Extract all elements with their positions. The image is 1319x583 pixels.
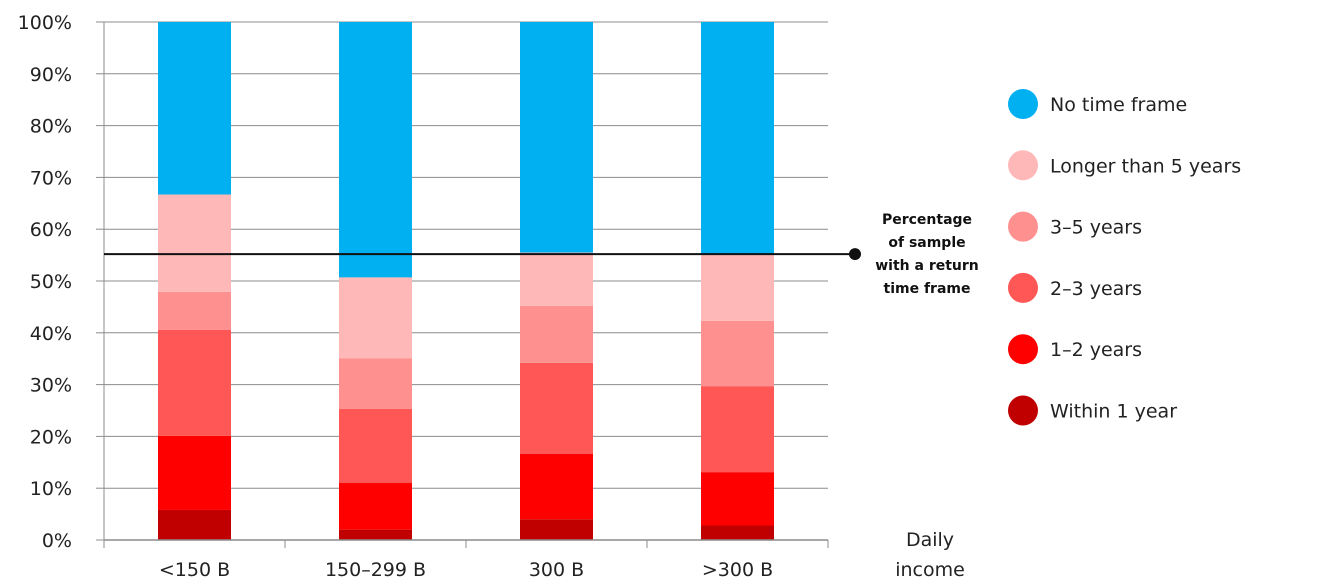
y-tick-label: 30% <box>30 375 72 397</box>
y-tick-label: 80% <box>30 116 72 138</box>
bar-segment <box>520 454 593 520</box>
bar-segment <box>158 435 231 510</box>
reference-line-label: Percentage <box>882 212 972 228</box>
legend-swatch <box>1008 334 1038 365</box>
legend-swatch <box>1008 395 1038 426</box>
legend-label: Within 1 year <box>1050 401 1177 423</box>
bar-segment <box>158 509 231 540</box>
bar-segment <box>520 519 593 540</box>
bar-segment <box>158 194 231 292</box>
bar-segment <box>158 22 231 195</box>
legend-swatch <box>1008 89 1038 119</box>
y-tick-label: 20% <box>30 426 72 448</box>
x-tick-label: <150 B <box>159 559 230 581</box>
x-tick-label: 300 B <box>529 559 584 581</box>
legend-label: 3–5 years <box>1050 217 1142 239</box>
x-axis-ticks: <150 B 150–299 B 300 B >300 B Daily income <box>159 529 965 581</box>
y-tick-label: 70% <box>30 167 72 189</box>
bar-segment <box>339 277 412 359</box>
x-axis-title: income <box>895 559 965 581</box>
x-axis-title: Daily <box>906 529 954 551</box>
y-tick-label: 0% <box>42 530 72 552</box>
reference-line-label: time frame <box>884 281 971 297</box>
x-axis <box>103 539 829 548</box>
bar-segment <box>701 472 774 526</box>
legend-label: No time frame <box>1050 94 1187 116</box>
legend-label: 1–2 years <box>1050 339 1142 361</box>
bar-segment <box>158 329 231 436</box>
legend: No time frame Longer than 5 years 3–5 year… <box>1008 89 1241 426</box>
y-tick-label: 40% <box>30 323 72 345</box>
y-tick-label: 60% <box>30 219 72 241</box>
y-tick-label: 10% <box>30 478 72 500</box>
bars <box>158 22 774 540</box>
reference-line-label: with a return <box>875 258 979 274</box>
legend-swatch <box>1008 150 1038 181</box>
y-tick-label: 100% <box>18 12 72 34</box>
reference-line-group: Percentage of sample with a return time fra… <box>104 212 979 297</box>
x-tick-label: >300 B <box>702 559 773 581</box>
bar-segment <box>520 22 593 253</box>
y-tick-label: 50% <box>30 271 72 293</box>
legend-swatch <box>1008 272 1038 303</box>
bar-segment <box>701 386 774 473</box>
bar-segment <box>339 22 412 278</box>
y-tick-label: 90% <box>30 64 72 86</box>
bar-segment <box>339 408 412 484</box>
bar-segment <box>520 252 593 306</box>
x-tick-label: 150–299 B <box>325 559 426 581</box>
bar-segment <box>701 253 774 321</box>
bar-segment <box>520 362 593 455</box>
legend-label: 2–3 years <box>1050 278 1142 300</box>
bar-segment <box>701 525 774 540</box>
bar-segment <box>701 22 774 254</box>
reference-line-marker <box>849 248 861 261</box>
bar-segment <box>339 529 412 540</box>
bar-segment <box>158 291 231 330</box>
legend-swatch <box>1008 211 1038 242</box>
y-axis-ticks: 0% 10% 20% 30% 40% 50% 60% 70% 80% 90% 100% <box>18 12 105 552</box>
legend-label: Longer than 5 years <box>1050 155 1241 177</box>
reference-line-label: of sample <box>888 235 965 251</box>
bar-segment <box>701 320 774 387</box>
bar-segment <box>339 358 412 409</box>
bar-segment <box>520 305 593 363</box>
bar-segment <box>339 483 412 530</box>
